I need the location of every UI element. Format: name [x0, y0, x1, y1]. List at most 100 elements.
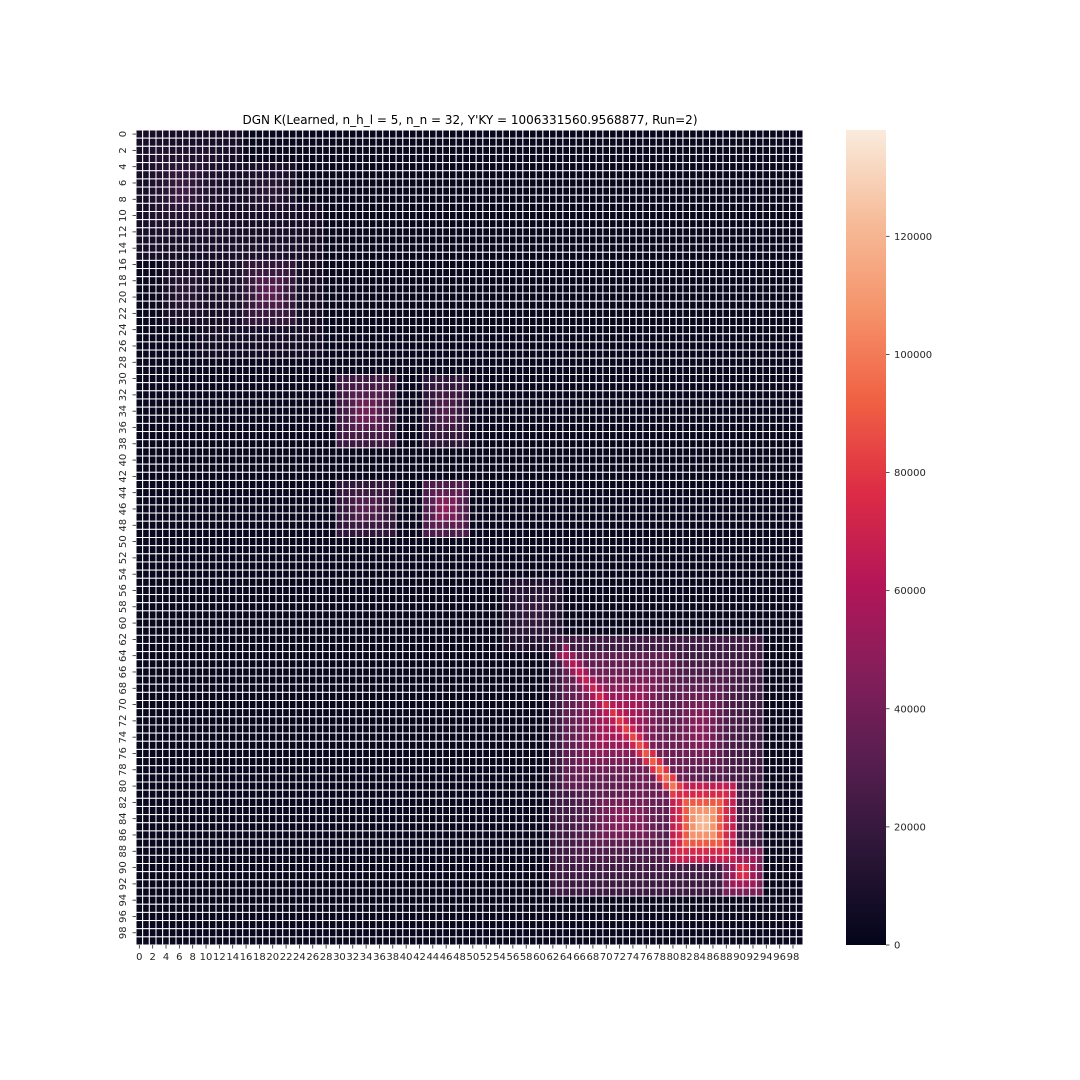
heatmap-cell: [342, 284, 350, 294]
heatmap-cell: [589, 431, 597, 441]
heatmap-cell: [182, 325, 190, 335]
heatmap-cell: [395, 439, 404, 449]
heatmap-cell: [742, 414, 751, 424]
heatmap-cell: [362, 137, 370, 147]
heatmap-cell: [175, 129, 184, 139]
heatmap-cell: [288, 292, 297, 302]
heatmap-cell: [635, 284, 644, 294]
heatmap-cell: [362, 471, 370, 481]
heatmap-cell: [302, 170, 310, 180]
heatmap-cell: [529, 194, 537, 204]
heatmap-cell: [408, 349, 417, 359]
heatmap-cell: [215, 414, 224, 424]
heatmap-cell: [222, 463, 230, 473]
heatmap-cell: [469, 268, 477, 278]
heatmap-cell: [155, 390, 164, 400]
heatmap-cell: [148, 463, 157, 473]
heatmap-cell: [622, 431, 631, 441]
heatmap-cell: [595, 153, 604, 164]
heatmap-cell: [722, 357, 731, 367]
heatmap-cell: [408, 520, 417, 530]
heatmap-cell: [355, 325, 364, 335]
heatmap-cell: [208, 398, 217, 408]
heatmap-cell: [562, 170, 571, 180]
heatmap-cell: [248, 251, 257, 261]
heatmap-cell: [649, 276, 657, 286]
heatmap-cell: [288, 382, 297, 392]
heatmap-cell: [135, 211, 144, 221]
heatmap-cell: [242, 259, 250, 270]
heatmap-cell: [529, 308, 537, 318]
heatmap-cell: [162, 512, 170, 522]
heatmap-cell: [622, 341, 631, 351]
heatmap-cell: [362, 455, 370, 465]
heatmap-cell: [422, 186, 430, 196]
heatmap-cell: [609, 325, 617, 335]
heatmap-cell: [522, 398, 531, 408]
heatmap-cell: [455, 268, 464, 278]
heatmap-cell: [475, 406, 484, 416]
heatmap-cell: [282, 259, 290, 270]
heatmap-cell: [555, 471, 564, 481]
heatmap-cell: [502, 325, 511, 335]
heatmap-cell: [682, 292, 691, 302]
heatmap-cell: [749, 479, 757, 490]
heatmap-cell: [642, 414, 651, 424]
heatmap-cell: [455, 414, 464, 424]
heatmap-cell: [675, 268, 684, 278]
heatmap-cell: [509, 251, 517, 261]
heatmap-cell: [362, 504, 370, 514]
heatmap-cell: [335, 512, 344, 522]
heatmap-cell: [382, 227, 390, 237]
heatmap-cell: [322, 170, 330, 180]
heatmap-cell: [582, 374, 591, 384]
heatmap-cell: [162, 422, 170, 433]
heatmap-cell: [168, 178, 177, 188]
heatmap-cell: [195, 284, 204, 294]
heatmap-cell: [162, 325, 170, 335]
heatmap-cell: [255, 365, 264, 376]
heatmap-cell: [515, 463, 524, 473]
heatmap-cell: [135, 439, 144, 449]
heatmap-cell: [195, 308, 204, 318]
heatmap-cell: [735, 374, 744, 384]
heatmap-cell: [368, 145, 377, 155]
heatmap-cell: [168, 137, 177, 147]
heatmap-cell: [562, 414, 571, 424]
heatmap-cell: [795, 496, 804, 506]
heatmap-cell: [509, 145, 517, 155]
heatmap-cell: [282, 292, 290, 302]
heatmap-cell: [388, 341, 397, 351]
heatmap-cell: [542, 325, 551, 335]
heatmap-cell: [649, 512, 657, 522]
heatmap-cell: [248, 235, 257, 245]
heatmap-cell: [575, 137, 584, 147]
heatmap-cell: [755, 349, 764, 359]
heatmap-cell: [228, 463, 237, 473]
heatmap-cell: [302, 259, 310, 270]
heatmap-cell: [195, 235, 204, 245]
heatmap-cell: [255, 129, 264, 139]
heatmap-cell: [402, 422, 410, 433]
heatmap-cell: [328, 333, 337, 343]
heatmap-cell: [435, 357, 444, 367]
heatmap-cell: [462, 137, 470, 147]
heatmap-cell: [542, 202, 551, 213]
heatmap-cell: [448, 227, 457, 237]
heatmap-cell: [168, 414, 177, 424]
heatmap-cell: [322, 414, 330, 424]
heatmap-cell: [769, 471, 777, 481]
heatmap-cell: [515, 219, 524, 229]
heatmap-cell: [529, 284, 537, 294]
heatmap-cell: [268, 202, 277, 213]
heatmap-cell: [282, 308, 290, 318]
heatmap-cell: [622, 308, 631, 318]
heatmap-cell: [448, 463, 457, 473]
heatmap-cell: [282, 153, 290, 164]
heatmap-cell: [262, 137, 270, 147]
heatmap-cell: [328, 504, 337, 514]
heatmap-cell: [295, 202, 304, 213]
heatmap-cell: [408, 422, 417, 433]
heatmap-cell: [469, 145, 477, 155]
heatmap-cell: [148, 390, 157, 400]
